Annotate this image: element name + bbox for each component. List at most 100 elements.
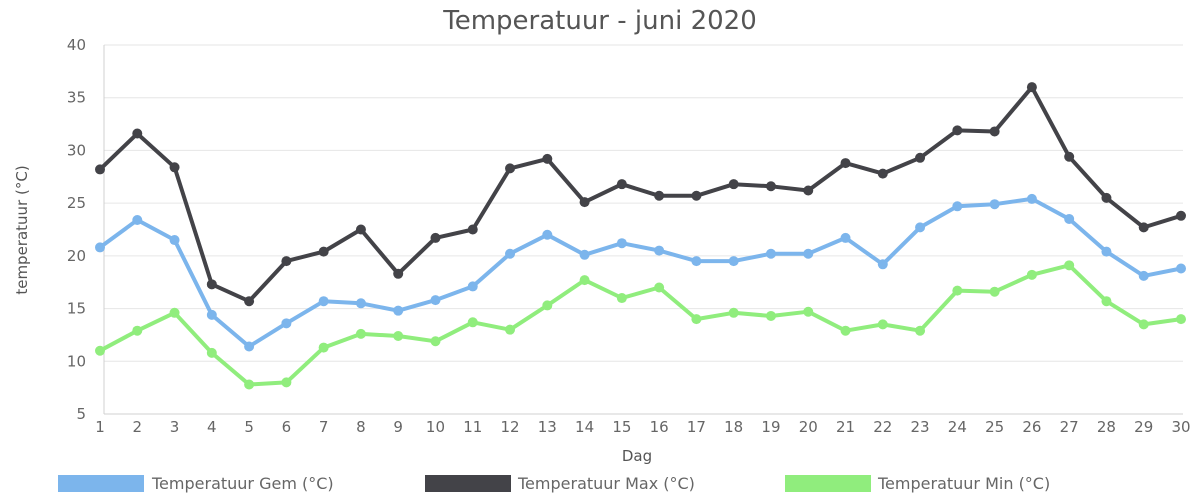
data-point[interactable] [691, 256, 702, 267]
data-point[interactable] [989, 126, 1000, 137]
data-point[interactable] [393, 268, 404, 279]
data-point[interactable] [1026, 269, 1037, 280]
data-point[interactable] [654, 190, 665, 201]
data-point[interactable] [430, 336, 441, 347]
data-point[interactable] [1064, 260, 1075, 271]
data-point[interactable] [1064, 151, 1075, 162]
legend-item[interactable]: Temperatuur Max (°C) [425, 474, 695, 493]
data-point[interactable] [318, 342, 329, 353]
data-point[interactable] [579, 249, 590, 260]
data-point[interactable] [542, 300, 553, 311]
data-point[interactable] [206, 309, 217, 320]
data-point[interactable] [877, 168, 888, 179]
data-point[interactable] [654, 245, 665, 256]
data-point[interactable] [579, 197, 590, 208]
data-point[interactable] [244, 341, 255, 352]
data-point[interactable] [765, 310, 776, 321]
data-point[interactable] [505, 324, 516, 335]
data-point[interactable] [355, 298, 366, 309]
data-point[interactable] [915, 325, 926, 336]
data-point[interactable] [355, 328, 366, 339]
data-point[interactable] [1138, 222, 1149, 233]
data-point[interactable] [95, 345, 105, 356]
data-point[interactable] [989, 286, 1000, 297]
x-tick-label: 16 [650, 418, 669, 436]
data-point[interactable] [281, 318, 292, 329]
data-point[interactable] [1064, 213, 1075, 224]
data-point[interactable] [1176, 210, 1186, 221]
data-point[interactable] [206, 279, 217, 290]
data-point[interactable] [505, 163, 516, 174]
x-tick-label: 25 [985, 418, 1004, 436]
data-point[interactable] [840, 158, 851, 169]
data-point[interactable] [840, 325, 851, 336]
data-point[interactable] [952, 125, 963, 136]
data-point[interactable] [467, 317, 478, 328]
data-point[interactable] [840, 232, 851, 243]
data-point[interactable] [728, 179, 739, 190]
data-point[interactable] [244, 296, 255, 307]
y-tick-label: 40 [67, 36, 86, 54]
data-point[interactable] [1138, 319, 1149, 330]
data-point[interactable] [95, 164, 105, 175]
x-tick-label: 11 [463, 418, 482, 436]
data-point[interactable] [616, 238, 627, 249]
legend-item[interactable]: Temperatuur Min (°C) [785, 474, 1050, 493]
data-point[interactable] [803, 185, 814, 196]
data-point[interactable] [281, 377, 292, 388]
data-point[interactable] [132, 215, 143, 226]
data-point[interactable] [169, 162, 180, 173]
data-point[interactable] [691, 190, 702, 201]
data-point[interactable] [803, 306, 814, 317]
data-point[interactable] [542, 153, 553, 164]
data-point[interactable] [1101, 246, 1112, 257]
series-1 [95, 193, 1186, 352]
legend-item[interactable]: Temperatuur Gem (°C) [58, 474, 334, 493]
data-point[interactable] [989, 199, 1000, 210]
data-point[interactable] [318, 246, 329, 257]
data-point[interactable] [467, 224, 478, 235]
data-point[interactable] [244, 379, 255, 390]
data-point[interactable] [765, 248, 776, 259]
data-point[interactable] [206, 347, 217, 358]
data-point[interactable] [430, 232, 441, 243]
data-point[interactable] [132, 325, 143, 336]
data-point[interactable] [952, 285, 963, 296]
data-point[interactable] [915, 152, 926, 163]
data-point[interactable] [505, 248, 516, 259]
data-point[interactable] [1176, 314, 1186, 325]
legend: Temperatuur Gem (°C) Temperatuur Max (°C)… [58, 474, 1050, 493]
data-point[interactable] [915, 222, 926, 233]
data-point[interactable] [169, 235, 180, 246]
data-point[interactable] [579, 275, 590, 286]
data-point[interactable] [691, 314, 702, 325]
data-point[interactable] [281, 256, 292, 267]
data-point[interactable] [318, 296, 329, 307]
data-point[interactable] [393, 330, 404, 341]
data-point[interactable] [467, 281, 478, 292]
data-point[interactable] [1101, 296, 1112, 307]
data-point[interactable] [1138, 270, 1149, 281]
data-point[interactable] [728, 307, 739, 318]
data-point[interactable] [95, 242, 105, 253]
data-point[interactable] [728, 256, 739, 267]
data-point[interactable] [393, 305, 404, 316]
data-point[interactable] [654, 282, 665, 293]
data-point[interactable] [616, 293, 627, 304]
data-point[interactable] [132, 128, 143, 139]
data-point[interactable] [1026, 193, 1037, 204]
data-point[interactable] [765, 181, 776, 192]
data-point[interactable] [952, 201, 963, 212]
y-tick-label: 10 [67, 352, 86, 370]
data-point[interactable] [169, 307, 180, 318]
data-point[interactable] [355, 224, 366, 235]
data-point[interactable] [430, 295, 441, 306]
data-point[interactable] [616, 179, 627, 190]
data-point[interactable] [877, 259, 888, 270]
data-point[interactable] [1176, 263, 1186, 274]
data-point[interactable] [803, 248, 814, 259]
data-point[interactable] [877, 319, 888, 330]
data-point[interactable] [1101, 192, 1112, 203]
data-point[interactable] [1026, 82, 1037, 93]
data-point[interactable] [542, 229, 553, 240]
